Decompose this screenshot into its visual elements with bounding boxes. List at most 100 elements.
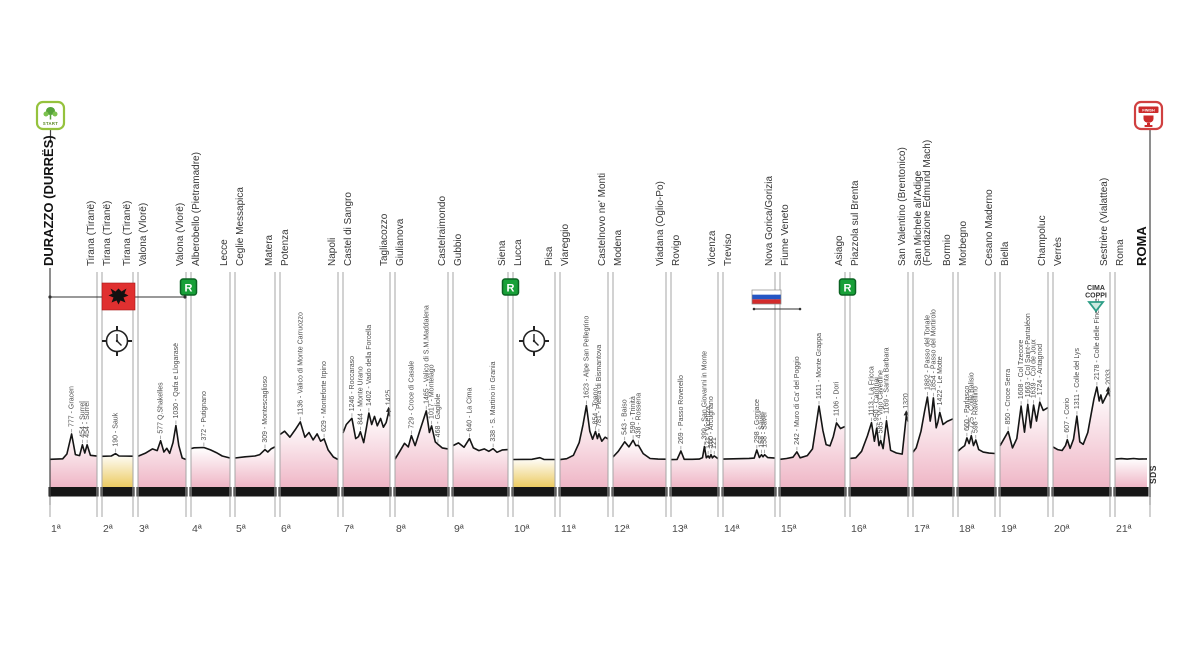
stage-finish-city-label: Champoluc — [1037, 215, 1048, 266]
stage-17-profile: 17ª 1882 - Passo del Tonale 1854 - Passo d… — [911, 309, 955, 535]
trophy-stem-glyph — [1147, 123, 1150, 125]
peak-label: 309 - Montescaglioso — [262, 376, 269, 443]
baseline-bar — [511, 487, 557, 497]
profile-outline — [234, 446, 276, 459]
peak-label: 1623 - Alpe San Pellegrino — [583, 316, 590, 399]
baseline-bar — [611, 487, 668, 497]
cima-coppi-label: COPPI — [1085, 293, 1107, 300]
stage-start-city-label: Morbegno — [958, 221, 969, 266]
peak-label: 2033 — [1105, 369, 1112, 385]
stage-number: 4ª — [192, 523, 202, 535]
slovenia-section-bracket — [751, 289, 802, 311]
profile-outline — [999, 401, 1049, 449]
trophy-base-glyph — [1144, 125, 1153, 127]
stage-2-profile: 2ª 190 - Sauk — [100, 412, 135, 535]
stage-3-profile: 3ª 577 Q.Shakelles 1030 - Qafa e Llogarasë — [136, 343, 188, 535]
sds-side-label: SDS — [1148, 465, 1158, 484]
slovenia-flag-icon — [751, 289, 782, 305]
clock-center-dot — [115, 339, 119, 343]
peak-label: 372 - Putignano — [201, 391, 208, 441]
peak-label: 725 - Colle Balisio — [968, 372, 975, 429]
peak-label: 160 - Arcugnano — [708, 396, 715, 447]
peak-label: 1136 - Valico di Monte Carruozzo — [297, 312, 304, 415]
peak-label: 158 - Saver — [758, 411, 765, 448]
bracket-dot — [183, 295, 187, 299]
peak-label: 1465 - Valico di S.M.Maddalena — [423, 305, 430, 404]
stage-boundary-15: Asiago Piazzola sul Brenta R — [834, 180, 861, 517]
baseline-bar — [1113, 487, 1149, 497]
peak-label: 338 - S. Martino in Grania — [490, 361, 497, 441]
peak-label: 1030 - Qafa e Llogarasë — [173, 343, 180, 419]
peak-label: 850 - Croce Serra — [1005, 369, 1012, 425]
stage-boundary-1: Tirana (Tiranë) Tirana (Tiranë) — [86, 201, 113, 517]
baseline-bar — [136, 487, 188, 497]
stage-13-profile: 13ª 269 - Passo Roverello 399 - San Giovan… — [669, 351, 720, 535]
stage-number: 5ª — [236, 523, 246, 535]
finish-banner — [1138, 106, 1159, 113]
peak-label: 121 — [711, 437, 718, 449]
peak-label: 190 - Sauk — [113, 412, 120, 446]
peak-label: 438 - Rossena — [635, 393, 642, 439]
stage-finish-city-label: Valona (Vlorë) — [175, 203, 186, 266]
route-start-label: DURAZZO (DURRËS) — [41, 135, 56, 266]
stage-15-profile: 15ª 242 - Muro di Ca' del Poggio 1611 - Mo… — [778, 333, 847, 535]
stage-8-profile: 8ª 729 - Croce di Casale 1465 - Valico di … — [393, 305, 450, 535]
stage-start-city-label: Roma — [1115, 239, 1126, 266]
baseline-bar — [669, 487, 720, 497]
profile-area — [1053, 387, 1110, 487]
rest-day-icon: R — [838, 278, 857, 296]
profile-area — [102, 453, 133, 487]
bracket-dot — [752, 307, 756, 311]
stage-number: 20ª — [1054, 523, 1070, 535]
stage-finish-city-label: Castelraimondo — [437, 196, 448, 266]
profile-outline — [912, 396, 954, 453]
stage-finish-city-label: Matera — [264, 234, 275, 266]
peak-label: 598 - Ravellino — [973, 386, 980, 433]
stage-boundary-3: Valona (Vlorë) Alberobello (Pietramadre) R — [175, 152, 202, 517]
profile-area — [913, 397, 953, 487]
profile-area — [1000, 402, 1048, 487]
stage-boundary-12: Viadana (Oglio-Po) Rovigo — [655, 181, 682, 517]
baseline-bar — [233, 487, 277, 497]
profile-outline — [722, 449, 776, 460]
peak-label: 1017 - Montelago — [429, 364, 436, 419]
peak-label: 468 - Gagliole — [435, 394, 442, 438]
stage-finish-city-label: Bormio — [942, 234, 953, 266]
profile-area — [343, 412, 390, 487]
trophy-cup-glyph — [1143, 115, 1154, 123]
peak-label: 1882 - Passo del Tonale — [924, 315, 931, 390]
profile-outline — [190, 446, 231, 459]
stage-start-city-label: Tirana (Tiranë) — [102, 201, 113, 266]
peak-label: 543 - Baiso — [622, 399, 629, 435]
stage-finish-city-label: Siena — [497, 240, 508, 266]
peak-label: 298 - Gonjace — [754, 399, 761, 443]
route-start: DURAZZO (DURRËS) — [41, 130, 56, 517]
peak-label: 454 - Surrel — [79, 401, 86, 438]
stage-boundary-9: Siena Lucca R — [497, 239, 524, 517]
stage-number: 16ª — [851, 523, 867, 535]
profile-outline — [279, 421, 339, 461]
finish-icon: FINISH — [1133, 100, 1164, 131]
stage-boundary-6: Napoli Castel di Sangro — [327, 192, 354, 517]
albania-flag-icon — [101, 282, 136, 311]
profile-area — [235, 446, 275, 487]
stage-boundary-13: Vicenza Treviso — [707, 230, 734, 517]
stage-finish-city-label: Castelnovo ne' Monti — [597, 173, 608, 266]
stage-start-city-label: Valona (Vlorë) — [138, 203, 149, 266]
stage-finish-city-label: Lecce — [219, 239, 230, 266]
stage-number: 18ª — [959, 523, 975, 535]
profile-area — [50, 434, 97, 487]
stage-finish-city-label: Asiago — [834, 235, 845, 266]
baseline-bar — [48, 487, 99, 497]
stage-boundary-17: Bormio Morbegno — [942, 221, 969, 517]
baseline-bar — [778, 487, 847, 497]
peak-label: 1106 - Dori — [834, 381, 841, 416]
stage-boundary-4: Lecce Ceglie Messapica — [219, 187, 246, 517]
stage-9-profile: 9ª 640 - La Cima 338 - S. Martino in Grani… — [451, 361, 510, 535]
